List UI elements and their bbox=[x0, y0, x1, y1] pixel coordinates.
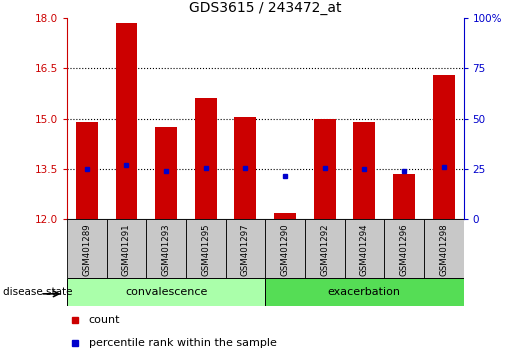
Text: disease state: disease state bbox=[3, 287, 72, 297]
Bar bbox=[314, 119, 336, 219]
Text: percentile rank within the sample: percentile rank within the sample bbox=[89, 338, 277, 348]
Bar bbox=[67, 278, 265, 306]
Bar bbox=[115, 23, 138, 219]
Bar bbox=[234, 117, 256, 219]
Text: exacerbation: exacerbation bbox=[328, 287, 401, 297]
Bar bbox=[67, 219, 107, 278]
Bar bbox=[195, 98, 217, 219]
Bar bbox=[265, 219, 305, 278]
Bar bbox=[424, 219, 464, 278]
Text: GSM401291: GSM401291 bbox=[122, 223, 131, 276]
Text: GSM401290: GSM401290 bbox=[281, 223, 289, 276]
Text: convalescence: convalescence bbox=[125, 287, 207, 297]
Bar bbox=[393, 174, 415, 219]
Text: GSM401296: GSM401296 bbox=[400, 223, 408, 276]
Text: GSM401293: GSM401293 bbox=[162, 223, 170, 276]
Bar bbox=[265, 278, 464, 306]
Bar bbox=[274, 213, 296, 219]
Text: GSM401294: GSM401294 bbox=[360, 223, 369, 276]
Bar bbox=[433, 75, 455, 219]
Bar bbox=[186, 219, 226, 278]
Text: count: count bbox=[89, 315, 121, 325]
Bar bbox=[226, 219, 265, 278]
Bar bbox=[155, 127, 177, 219]
Text: GSM401297: GSM401297 bbox=[241, 223, 250, 276]
Bar bbox=[146, 219, 186, 278]
Bar bbox=[107, 219, 146, 278]
Bar bbox=[345, 219, 384, 278]
Text: GSM401295: GSM401295 bbox=[201, 223, 210, 276]
Text: GSM401289: GSM401289 bbox=[82, 223, 91, 276]
Text: GSM401292: GSM401292 bbox=[320, 223, 329, 276]
Title: GDS3615 / 243472_at: GDS3615 / 243472_at bbox=[189, 1, 341, 15]
Bar bbox=[384, 219, 424, 278]
Bar bbox=[76, 122, 98, 219]
Bar bbox=[353, 122, 375, 219]
Text: GSM401298: GSM401298 bbox=[439, 223, 448, 276]
Bar bbox=[305, 219, 345, 278]
